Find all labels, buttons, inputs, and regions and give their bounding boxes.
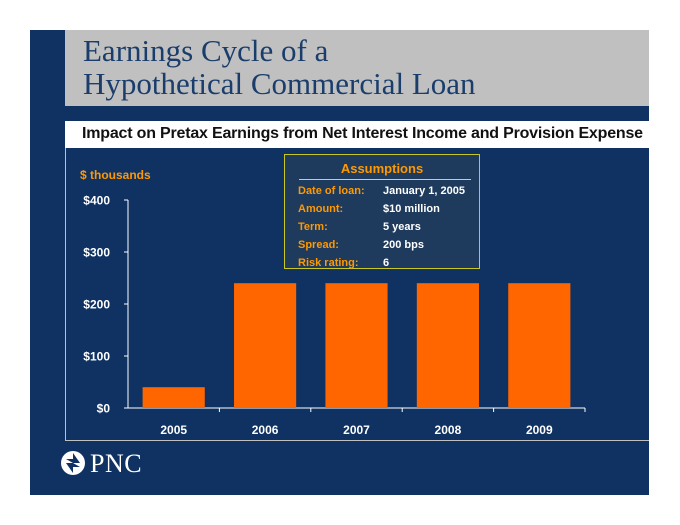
x-tick-label: 2009 [526,423,553,437]
assumption-label: Risk rating: [298,257,359,269]
assumption-label: Spread: [298,239,339,251]
pnc-logo-text: PNC [90,449,143,478]
y-tick-label: $400 [83,194,110,208]
assumption-label: Term: [298,221,328,233]
bar-2007 [325,283,388,408]
bar-2006 [234,283,297,408]
assumption-value: $10 million [383,203,440,215]
title-line-2: Hypothetical Commercial Loan [83,66,476,101]
assumption-value: 6 [383,257,390,269]
y-tick-label: $0 [97,402,111,416]
assumption-value: 5 years [383,221,421,233]
assumption-label: Amount: [298,203,344,215]
slide-title: Earnings Cycle of a Hypothetical Commerc… [83,34,476,100]
x-tick-label: 2007 [343,423,370,437]
x-tick-label: 2008 [435,423,462,437]
frame-vertical-line [65,148,66,440]
assumption-value: 200 bps [383,239,424,251]
y-tick-label: $100 [83,350,110,364]
frame-horizontal-line [65,440,649,441]
bar-2008 [416,283,479,408]
x-tick-label: 2006 [252,423,279,437]
assumptions-divider [299,179,471,180]
assumption-value: January 1, 2005 [383,185,465,197]
assumptions-heading: Assumptions [340,161,424,176]
title-band [65,30,649,106]
assumption-label: Date of loan: [298,185,365,197]
pnc-logo-icon [61,451,85,475]
chart-subtitle: Impact on Pretax Earnings from Net Inter… [82,125,643,142]
assumptions-box: Assumptions Date of loan: January 1, 200… [284,154,480,269]
title-line-1: Earnings Cycle of a [83,33,329,68]
bar-2009 [508,283,571,408]
units-label: $ thousands [80,168,151,182]
bar-2005 [142,387,205,408]
y-tick-label: $200 [83,298,110,312]
subtitle-band [65,121,649,148]
x-tick-label: 2005 [160,423,187,437]
y-tick-label: $300 [83,246,110,260]
